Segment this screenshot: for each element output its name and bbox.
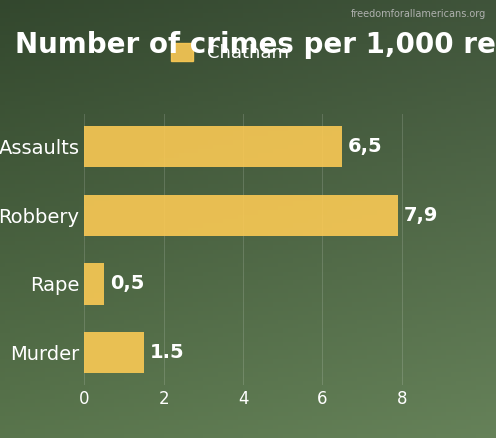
Bar <box>84 126 342 167</box>
Text: Number of crimes per 1,000 residents: Number of crimes per 1,000 residents <box>15 31 496 59</box>
Bar <box>84 332 144 373</box>
Text: 0,5: 0,5 <box>110 275 144 293</box>
Text: 1.5: 1.5 <box>150 343 185 362</box>
Text: freedomforallamericans.org: freedomforallamericans.org <box>351 9 486 19</box>
Text: 7,9: 7,9 <box>404 206 438 225</box>
Bar <box>84 263 104 304</box>
Bar <box>84 195 398 236</box>
Legend: Chatham: Chatham <box>164 36 297 69</box>
Text: 6,5: 6,5 <box>348 137 383 156</box>
